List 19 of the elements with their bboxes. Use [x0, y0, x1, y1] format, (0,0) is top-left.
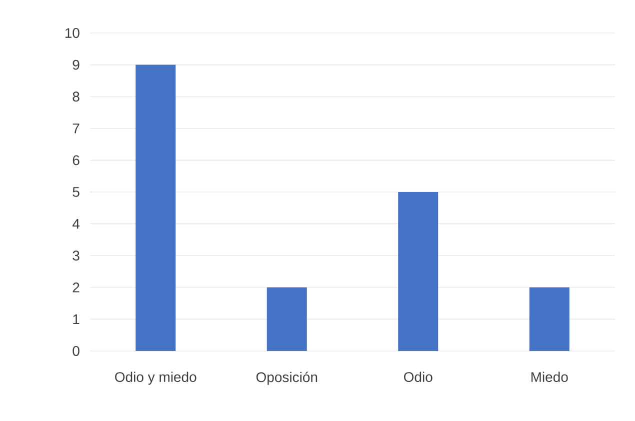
bar — [266, 287, 307, 351]
x-tick-label: Oposición — [256, 372, 318, 385]
y-tick-label: 8 — [72, 92, 80, 102]
x-tick-label: Odio — [404, 372, 432, 382]
x-tick-label: Miedo — [531, 372, 568, 382]
y-tick-label: 5 — [72, 187, 80, 197]
y-tick-label: 10 — [65, 28, 80, 38]
y-tick-label: 7 — [72, 124, 80, 134]
y-tick-label: 1 — [73, 314, 80, 324]
bar — [136, 64, 176, 351]
y-tick-label: 2 — [72, 282, 80, 292]
x-tick-label: Odio y miedo — [115, 372, 196, 385]
y-tick-label: 9 — [72, 60, 80, 70]
y-tick-label: 3 — [72, 250, 80, 261]
bar — [398, 192, 438, 351]
y-tick-label: 4 — [72, 218, 80, 229]
y-tick-label: 0 — [72, 346, 80, 356]
y-tick-label: 6 — [72, 155, 80, 166]
bar — [529, 287, 570, 351]
